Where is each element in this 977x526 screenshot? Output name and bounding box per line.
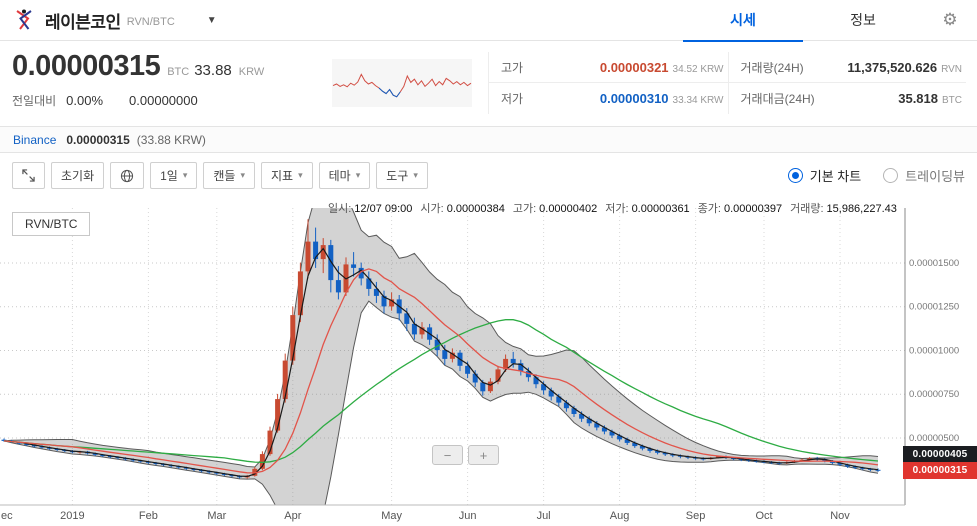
chevron-down-icon: ▾	[240, 170, 245, 180]
chart-area: 0.00001500 0.00001250 0.00001000 0.00000750…	[0, 198, 977, 526]
coin-logo-icon	[12, 8, 36, 32]
chevron-down-icon: ▾	[413, 170, 418, 180]
coin-name: 레이븐코인	[45, 12, 121, 32]
svg-text:May: May	[381, 510, 402, 522]
price-krw: 33.88	[194, 62, 232, 79]
svg-text:Jul: Jul	[537, 510, 551, 522]
svg-text:2019: 2019	[60, 510, 84, 522]
change-percent: 0.00%	[66, 93, 104, 108]
stat-turnover: 거래대금(24H) 35.818 BTC	[727, 83, 967, 114]
svg-text:Jun: Jun	[459, 510, 477, 522]
exchange-price: 0.00000315	[66, 132, 130, 147]
zoom-in-button[interactable]: +	[468, 445, 499, 465]
svg-text:Sep: Sep	[686, 510, 706, 522]
expand-icon	[22, 169, 35, 182]
svg-text:0.00000750: 0.00000750	[909, 389, 959, 400]
change-label: 전일대비	[12, 94, 57, 108]
price-unit: BTC	[167, 66, 190, 78]
candlestick-chart[interactable]: 0.00001500 0.00001250 0.00001000 0.00000750…	[0, 198, 977, 526]
chevron-down-icon: ▾	[182, 170, 188, 180]
candle-type-dropdown[interactable]: 캔들 ▾	[203, 162, 255, 189]
stats-panel: 고가 0.00000321 34.52 KRW 거래량(24H) 11,375,5…	[488, 52, 966, 114]
globe-icon	[121, 169, 134, 182]
chart-symbol-chip: RVN/BTC	[12, 212, 91, 236]
svg-text:0.00001250: 0.00001250	[909, 302, 959, 313]
settings-gear-icon[interactable]: ⚙	[923, 0, 977, 41]
svg-text:ec: ec	[1, 510, 13, 522]
price-krw-unit: KRW	[238, 66, 265, 78]
chart-mode-radios: 기본 차트 트레이딩뷰	[787, 166, 965, 185]
tab-price[interactable]: 시세	[683, 0, 803, 42]
current-price: 0.00000315	[12, 50, 161, 82]
svg-text:0.00000500: 0.00000500	[909, 433, 959, 444]
stat-high: 고가 0.00000321 34.52 KRW	[489, 52, 728, 83]
coin-header: 레이븐코인 RVN/BTC ▼	[12, 8, 683, 33]
stat-volume: 거래량(24H) 11,375,520.626 RVN	[727, 52, 966, 83]
theme-dropdown[interactable]: 테마 ▾	[318, 162, 371, 189]
tab-info[interactable]: 정보	[850, 12, 876, 28]
radio-basic-chart[interactable]: 기본 차트	[787, 166, 861, 185]
current-price-badge: 0.00000315	[903, 461, 977, 479]
marker-price-badge: 0.00000405	[903, 446, 977, 464]
radio-circle	[787, 168, 803, 183]
svg-text:0.00001000: 0.00001000	[909, 346, 959, 357]
chevron-down-icon: ▾	[355, 170, 361, 180]
interval-dropdown[interactable]: 1일 ▾	[150, 162, 198, 189]
svg-text:Nov: Nov	[830, 510, 850, 522]
svg-text:Oct: Oct	[755, 510, 772, 522]
header-tabs: 시세 정보 ⚙	[683, 0, 977, 42]
chevron-down-icon: ▾	[298, 170, 303, 180]
stat-low: 저가 0.00000310 33.34 KRW	[501, 91, 724, 106]
globe-button[interactable]	[110, 162, 145, 189]
exchange-name: Binance	[13, 132, 57, 147]
top-bar: 레이븐코인 RVN/BTC ▼ 시세 정보 ⚙	[0, 0, 977, 42]
mini-sparkline	[332, 59, 472, 107]
svg-text:Mar: Mar	[207, 510, 226, 522]
fullscreen-button[interactable]	[12, 162, 45, 189]
chart-toolbar: 초기화 1일 ▾ 캔들 ▾ 지표 ▾ 테마 ▾ 도구 ▾ 기본 차트 트레이딩뷰	[0, 153, 977, 198]
coin-pair: RVN/BTC	[126, 15, 175, 28]
reset-button[interactable]: 초기화	[51, 162, 105, 189]
zoom-controls: − +	[432, 445, 499, 465]
price-panel: 0.00000315 BTC 33.88 KRW 전일대비 0.00% 0.00…	[0, 41, 977, 127]
svg-text:Feb: Feb	[139, 510, 158, 522]
radio-circle	[883, 168, 899, 183]
exchange-price-krw: (33.88 KRW)	[136, 132, 206, 147]
svg-text:Aug: Aug	[610, 510, 630, 522]
radio-tradingview[interactable]: 트레이딩뷰	[883, 166, 965, 185]
svg-text:Apr: Apr	[284, 510, 301, 522]
svg-text:0.00001500: 0.00001500	[909, 258, 959, 269]
change-amount: 0.00000000	[129, 93, 198, 108]
exchange-reference-row: Binance 0.00000315 (33.88 KRW)	[0, 127, 977, 153]
indicator-dropdown[interactable]: 지표 ▾	[261, 162, 313, 189]
coin-dropdown-caret-icon[interactable]: ▼	[206, 14, 217, 26]
ohlc-info-bar: 일시: 12/07 09:00 시가: 0.00000384 고가: 0.00000402…	[328, 203, 897, 215]
zoom-out-button[interactable]: −	[432, 445, 463, 465]
tools-dropdown[interactable]: 도구 ▾	[376, 162, 428, 189]
